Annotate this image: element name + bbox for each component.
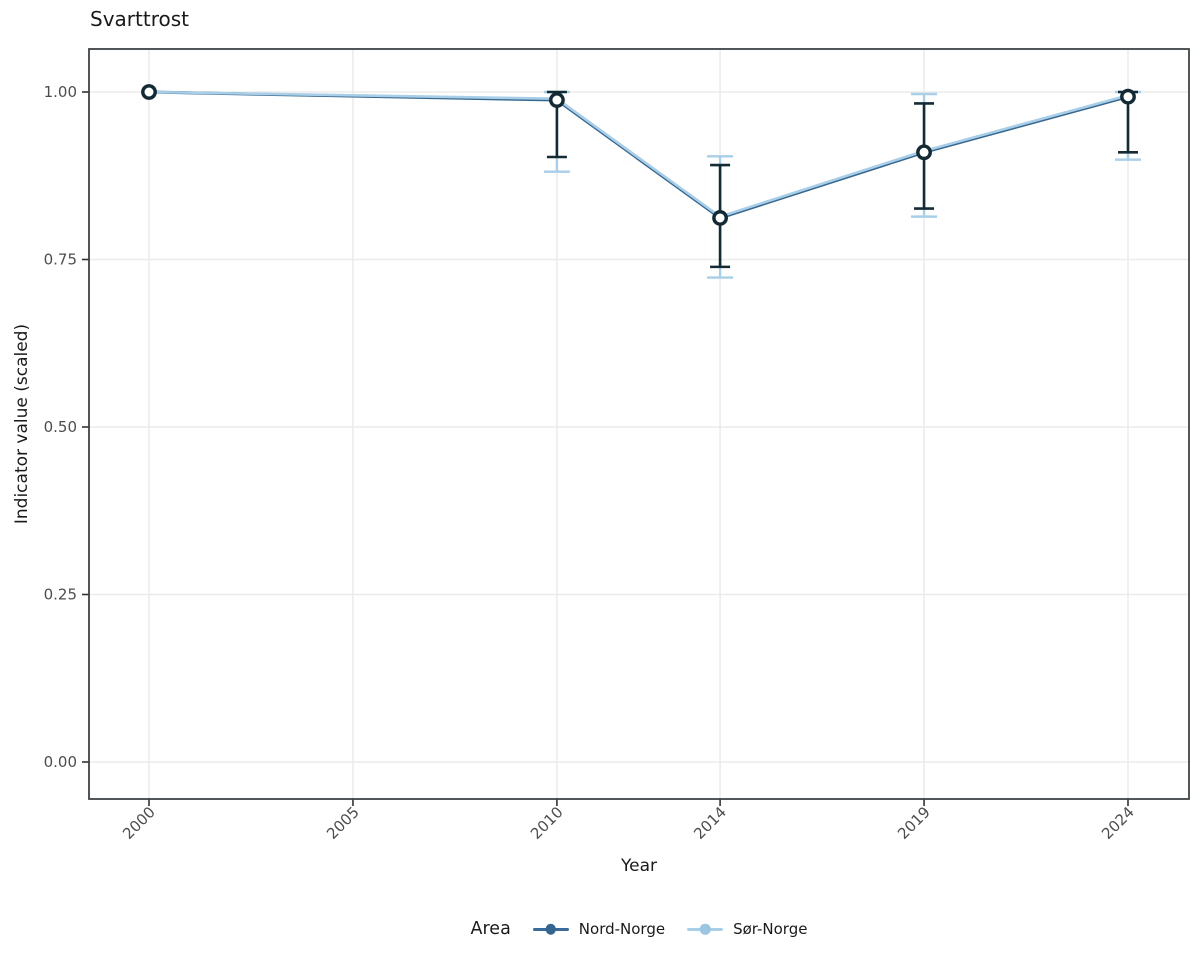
x-tick-label: 2000	[119, 803, 159, 843]
legend-key-dot	[699, 923, 711, 935]
legend-item-label: Nord-Norge	[578, 920, 666, 938]
nord-norge-line-dot-icon	[532, 922, 569, 937]
legend-item-sor-norge: Sør-Norge	[687, 920, 807, 938]
y-tick-label: 1.00	[44, 83, 77, 101]
x-tick-label: 2005	[323, 803, 363, 843]
x-tick-label: 2024	[1098, 803, 1138, 843]
data-point-marker	[141, 84, 157, 100]
data-point-marker	[916, 144, 932, 161]
legend-key-dot	[545, 923, 557, 935]
y-tick-label: 0.00	[44, 753, 77, 771]
sor-norge-line-dot-icon	[687, 922, 724, 937]
data-point-marker	[712, 210, 728, 226]
x-tick-label: 2019	[894, 803, 934, 843]
legend-item-label: Sør-Norge	[733, 920, 808, 938]
legend-item-nord-norge: Nord-Norge	[532, 920, 666, 938]
x-axis-label: Year	[621, 856, 657, 876]
legend-title: Area	[470, 919, 511, 939]
panel-border	[88, 48, 1190, 800]
x-tick-label: 2010	[527, 803, 567, 843]
panel-background	[89, 49, 1189, 799]
data-point-marker	[549, 92, 565, 108]
x-tick-label: 2014	[690, 803, 730, 843]
data-point-marker	[1120, 88, 1136, 105]
y-tick-label: 0.25	[44, 586, 77, 604]
chart-title: Svarttrost	[90, 7, 189, 31]
y-tick-label: 0.50	[44, 418, 77, 436]
y-tick-label: 0.75	[44, 251, 77, 269]
plot-area: 0.00 0.25 0.50 0.75 1.00 2000 2005 2010 2014 2019…	[44, 48, 1190, 843]
legend: Area Nord-Norge Sør-Norge	[89, 919, 1189, 939]
